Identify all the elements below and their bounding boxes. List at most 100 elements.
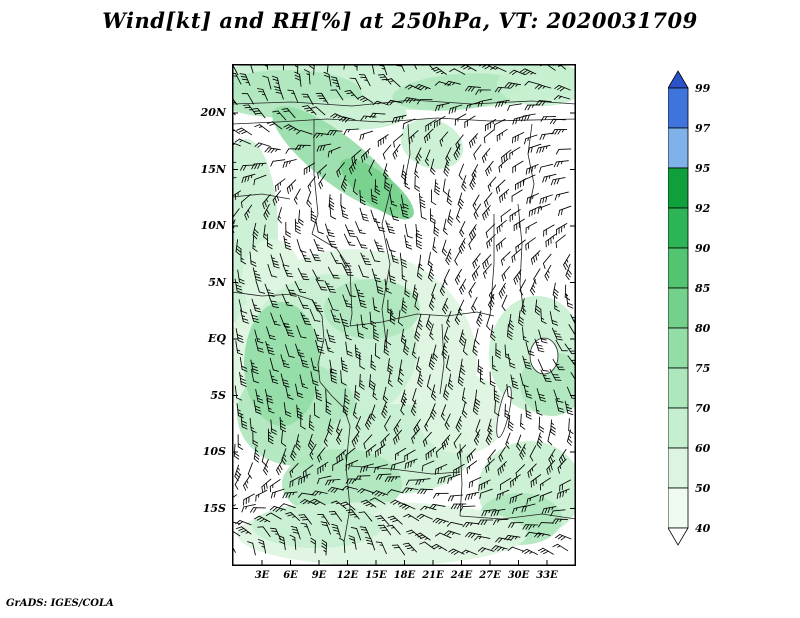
wind-barb <box>481 509 497 517</box>
wind-barb <box>330 89 344 101</box>
wind-barb <box>554 191 569 201</box>
wind-barb <box>267 263 278 278</box>
wind-barb <box>280 354 290 369</box>
wind-barb <box>459 278 467 295</box>
wind-barb <box>370 354 376 371</box>
wind-barb <box>324 280 337 293</box>
wind-barb <box>525 531 542 537</box>
wind-barb <box>525 341 535 356</box>
wind-barb <box>430 208 436 224</box>
y-axis-label: 10S <box>202 445 226 458</box>
wind-barb <box>266 233 273 250</box>
wind-barb <box>254 329 264 344</box>
wind-barb <box>343 128 359 135</box>
wind-barb <box>507 353 516 369</box>
wind-barb <box>402 97 420 104</box>
wind-barb <box>522 524 539 530</box>
wind-barb <box>253 174 267 186</box>
wind-barb <box>471 265 481 281</box>
wind-barb <box>330 76 341 90</box>
wind-barb <box>314 402 320 419</box>
wind-barb <box>472 398 479 415</box>
wind-barb <box>453 144 461 161</box>
wind-barb <box>538 163 554 173</box>
wind-barb <box>330 113 347 119</box>
wind-barb <box>429 294 435 311</box>
wind-barb <box>348 535 357 550</box>
wind-barb <box>383 339 390 356</box>
wind-barb <box>233 443 240 460</box>
wind-barb <box>342 263 354 276</box>
wind-barb <box>302 105 317 115</box>
wind-barb <box>300 312 312 326</box>
wind-barb <box>293 188 301 205</box>
wind-barb <box>490 66 507 72</box>
wind-barb <box>393 429 403 445</box>
wind-barb <box>493 387 500 403</box>
wind-barb <box>484 192 493 208</box>
wind-barb <box>541 506 557 515</box>
x-axis-label: 30E <box>507 570 530 581</box>
wind-barb <box>310 371 319 386</box>
wind-barb <box>393 133 404 148</box>
wind-barb <box>355 221 366 235</box>
wind-barb <box>269 369 279 384</box>
wind-barb <box>501 294 508 312</box>
wind-barb <box>496 489 510 501</box>
wind-barb <box>523 384 533 399</box>
wind-barb <box>384 476 401 482</box>
wind-barb <box>370 188 378 204</box>
wind-barb <box>534 299 541 316</box>
wind-barb <box>496 128 508 142</box>
colorbar-bottom-cap <box>668 527 689 546</box>
colorbar-label: 90 <box>695 242 711 255</box>
wind-barb <box>495 342 501 359</box>
wind-barb <box>466 460 478 474</box>
colorbar-label: 95 <box>695 162 710 175</box>
wind-barb <box>507 103 522 112</box>
wind-barb <box>431 384 437 401</box>
wind-barb <box>444 530 461 536</box>
wind-barb <box>511 189 523 202</box>
wind-barb <box>526 193 540 204</box>
wind-barb <box>272 190 282 206</box>
wind-barb <box>264 147 281 154</box>
wind-barb <box>472 253 481 269</box>
wind-barb <box>261 449 267 466</box>
wind-barb <box>453 463 465 477</box>
wind-barb <box>402 118 416 130</box>
wind-barb <box>240 248 247 265</box>
wind-barb <box>355 416 362 433</box>
wind-barb <box>412 387 417 405</box>
wind-barb <box>434 102 450 112</box>
wind-barb <box>416 99 433 105</box>
wind-barb <box>443 326 450 343</box>
wind-barb <box>540 116 557 122</box>
wind-barb <box>315 278 328 291</box>
wind-barb <box>317 475 332 485</box>
wind-barb <box>391 544 405 556</box>
colorbar-cell <box>668 287 689 329</box>
wind-barb <box>512 505 527 515</box>
wind-barb <box>295 144 311 151</box>
wind-barb <box>395 447 407 461</box>
wind-barb <box>247 462 253 479</box>
wind-barb <box>389 191 398 207</box>
wind-barb <box>504 535 521 541</box>
wind-barb <box>553 95 571 100</box>
wind-barb <box>417 263 423 280</box>
wind-barb <box>563 254 571 270</box>
wind-barb <box>557 458 567 474</box>
wind-barb <box>336 162 345 178</box>
wind-barb <box>443 218 448 235</box>
wind-barb <box>374 342 381 359</box>
wind-barb <box>403 338 410 356</box>
wind-barb <box>472 194 480 211</box>
wind-barb <box>477 519 494 526</box>
wind-barb <box>351 149 362 164</box>
wind-barb <box>263 203 270 220</box>
wind-barb <box>295 434 301 451</box>
wind-barb <box>525 221 538 234</box>
wind-barb <box>311 490 328 496</box>
wind-barb <box>524 104 541 111</box>
